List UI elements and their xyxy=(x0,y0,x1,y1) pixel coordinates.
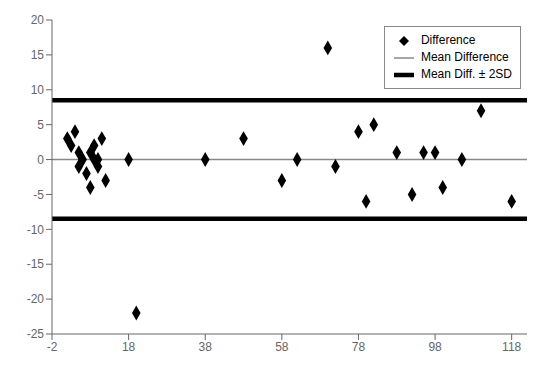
svg-text:20: 20 xyxy=(31,13,45,27)
svg-text:38: 38 xyxy=(199,340,213,354)
svg-text:118: 118 xyxy=(502,340,521,354)
svg-text:15: 15 xyxy=(31,48,45,62)
svg-text:0: 0 xyxy=(37,153,44,167)
html-text:Mean Diff. ± 2SD: Mean Diff. ± 2SD xyxy=(420,67,512,81)
html-text:Difference: Difference xyxy=(420,33,476,47)
svg-text:98: 98 xyxy=(428,340,442,354)
svg-text:58: 58 xyxy=(275,340,289,354)
svg-text:-15: -15 xyxy=(27,257,45,271)
svg-text:18: 18 xyxy=(122,340,136,354)
svg-text:-20: -20 xyxy=(27,292,45,306)
html-text:Mean Difference: Mean Difference xyxy=(420,50,509,64)
svg-text:-5: -5 xyxy=(33,188,44,202)
svg-text:78: 78 xyxy=(352,340,366,354)
svg-text:-2: -2 xyxy=(47,340,58,354)
svg-text:-10: -10 xyxy=(27,223,45,237)
svg-text:10: 10 xyxy=(31,83,45,97)
svg-text:5: 5 xyxy=(37,118,44,132)
svg-text:-25: -25 xyxy=(27,327,45,341)
